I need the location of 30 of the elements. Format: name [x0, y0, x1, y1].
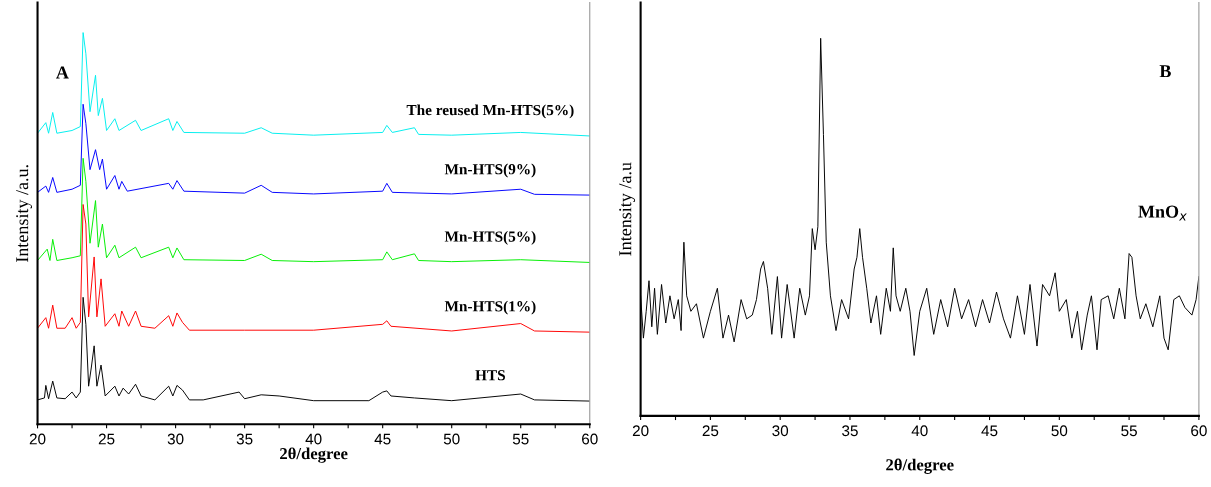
x-tick-label: 50: [1051, 425, 1068, 437]
x-tick-label: 55: [1121, 425, 1137, 437]
annotation: B: [1159, 65, 1171, 78]
x-tick-label: 30: [167, 433, 184, 445]
x-tick-label: 60: [582, 433, 598, 445]
x-tick-label: 55: [512, 433, 529, 445]
x-tick-label: 60: [1191, 425, 1207, 437]
x-axis-title: 2θ/degree: [280, 447, 348, 463]
x-axis-title: 2θ/degree: [886, 458, 954, 474]
y-axis-title: Intensity /a.u.: [16, 165, 32, 263]
series-label: Mn-HTS(9%): [444, 163, 536, 178]
x-tick-label: 40: [911, 425, 928, 437]
series-label: The reused Mn-HTS(5%): [406, 104, 574, 119]
x-tick-label: 20: [632, 425, 649, 437]
x-tick-label: 45: [374, 433, 391, 445]
annotation: MnO$_{x}$: [1138, 205, 1187, 221]
y-axis-title: Intensity /a.u: [619, 162, 636, 256]
x-tick-label: 50: [443, 433, 460, 445]
x-tick-label: 45: [981, 425, 998, 437]
annotation: A: [56, 66, 69, 79]
x-tick-label: 25: [702, 425, 719, 437]
x-tick-label: 40: [305, 433, 322, 445]
x-tick-label: 25: [98, 433, 115, 445]
x-tick-label: 35: [236, 433, 253, 445]
x-tick-label: 35: [842, 425, 858, 437]
x-tick-label: 30: [772, 425, 789, 437]
series-label: Mn-HTS(1%): [444, 300, 536, 315]
series-label: Mn-HTS(5%): [444, 230, 536, 245]
x-tick-label: 20: [29, 433, 46, 445]
series-label: HTS: [475, 370, 505, 381]
